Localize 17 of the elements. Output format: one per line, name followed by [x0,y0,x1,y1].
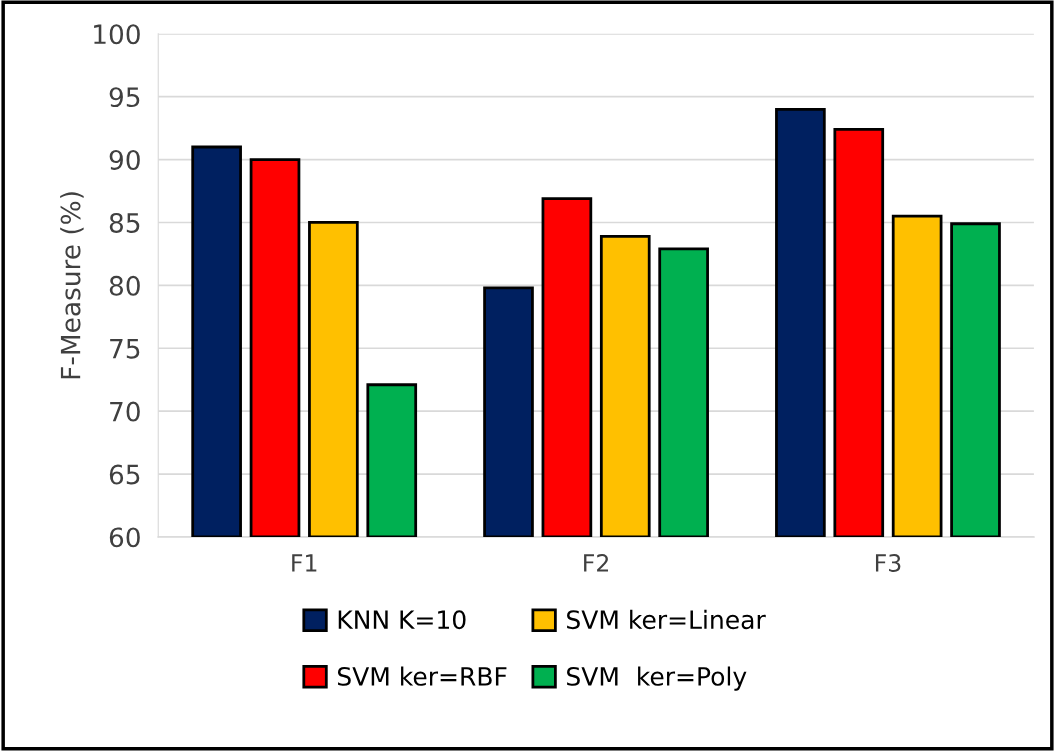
legend-label: SVM ker=Linear [567,609,766,630]
y-tick-label: 90 [109,150,140,170]
x-tick-label: F1 [292,554,317,572]
y-tick-label: 85 [109,212,140,233]
y-tick-label: 100 [94,24,140,45]
x-tick-label: F2 [584,554,609,572]
x-tick-label: F3 [875,554,901,572]
y-tick-label: 95 [109,87,140,108]
legend-label: SVM ker=Poly [567,666,747,691]
y-tick-label: 80 [109,275,140,296]
legend-label: SVM ker=RBF [337,666,507,686]
y-tick-label: 65 [109,464,140,485]
y-tick-label: 70 [110,401,140,422]
y-tick-label: 60 [109,527,140,548]
y-axis-title: F-Measure (%) [60,192,84,379]
y-tick-label: 75 [110,339,140,359]
legend-label: KNN K=10 [338,610,466,630]
